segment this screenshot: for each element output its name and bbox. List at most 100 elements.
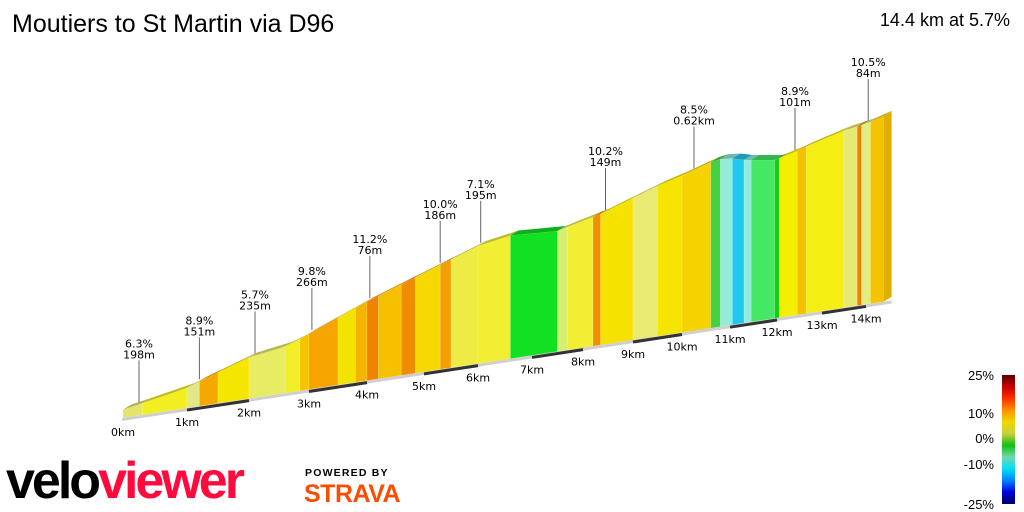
annotation-length: 266m bbox=[296, 276, 328, 289]
gradient-segment bbox=[337, 307, 356, 386]
annotation-length: 149m bbox=[590, 156, 622, 169]
segment-top-face bbox=[300, 328, 317, 339]
segment-top-face bbox=[401, 272, 424, 285]
segment-top-face bbox=[744, 154, 760, 160]
gradient-segment bbox=[710, 158, 721, 329]
legend-label: -25% bbox=[964, 497, 995, 512]
gradient-segment bbox=[743, 159, 752, 324]
distance-axis: 0km 1km 2km 3km 4km 5km 6km 7km 8km 9km 10km 11km 12… bbox=[111, 300, 892, 439]
x-tick-label: 11km bbox=[714, 333, 745, 346]
segment-top-face bbox=[720, 153, 741, 160]
annotation-length: 76m bbox=[357, 244, 382, 257]
annotation-length: 195m bbox=[465, 189, 497, 202]
segment-top-face bbox=[797, 141, 815, 151]
segment-top-face bbox=[732, 153, 753, 160]
gradient-segment bbox=[308, 316, 339, 390]
gradient-segment bbox=[796, 146, 807, 316]
gradient-segment bbox=[400, 276, 416, 376]
annotation-gradient: 5.7% bbox=[241, 289, 269, 302]
gradient-segment bbox=[510, 230, 558, 360]
x-tick-label: 2km bbox=[237, 407, 261, 420]
segment-top-face bbox=[844, 121, 866, 131]
gradient-segment bbox=[557, 226, 569, 352]
gradient-segment bbox=[439, 259, 452, 370]
gradient-segment bbox=[681, 161, 712, 333]
segment-top-face bbox=[309, 312, 346, 334]
km-band bbox=[729, 318, 778, 329]
segment-top-face bbox=[338, 302, 364, 318]
segment-top-face bbox=[774, 153, 788, 160]
segment-top-face bbox=[378, 279, 410, 296]
gradient-segment bbox=[805, 130, 845, 314]
annotation-gradient: 10.2% bbox=[588, 145, 623, 158]
gradient-legend: 25% 10% 0% -10% -25% bbox=[964, 368, 1015, 512]
x-tick-label: 5km bbox=[412, 380, 436, 393]
segment-top-face bbox=[857, 120, 870, 127]
segment-top-face bbox=[657, 170, 690, 186]
segment-top-face bbox=[249, 341, 293, 358]
legend-label: 10% bbox=[968, 406, 994, 421]
annotation-length: 84m bbox=[856, 67, 881, 80]
gradient-segment bbox=[199, 371, 219, 407]
gradient-segment bbox=[732, 158, 745, 326]
annotation-gradient: 8.5% bbox=[680, 103, 708, 116]
gradient-segment bbox=[477, 235, 511, 365]
segment-top-face bbox=[557, 221, 576, 231]
segment-top-face bbox=[142, 382, 195, 404]
gradient-segment bbox=[450, 245, 479, 369]
gradient-segment bbox=[843, 126, 858, 309]
gradient-segment bbox=[567, 216, 594, 351]
segment-top-face bbox=[682, 157, 719, 176]
annotation-length: 186m bbox=[424, 209, 456, 222]
x-tick-label: 8km bbox=[571, 356, 595, 369]
segment-top-face bbox=[451, 241, 486, 260]
segment-top-face bbox=[355, 296, 375, 308]
km-band bbox=[186, 399, 250, 412]
powered-by-label: POWERED BY bbox=[305, 467, 389, 479]
km-band bbox=[423, 364, 479, 376]
annotation-length: 151m bbox=[184, 325, 216, 338]
annotation-gradient: 7.1% bbox=[467, 178, 495, 191]
segment-top-face bbox=[415, 259, 449, 278]
gradient-segment bbox=[750, 159, 775, 323]
x-tick-label: 14km bbox=[850, 312, 881, 325]
gradient-segment bbox=[870, 115, 884, 305]
legend-label: -10% bbox=[964, 457, 995, 472]
segment-top-face bbox=[593, 208, 609, 217]
segment-top-face bbox=[633, 180, 666, 198]
gradient-segment bbox=[415, 264, 441, 374]
strava-logo[interactable]: STRAVA bbox=[304, 480, 401, 508]
gradient-segment bbox=[720, 158, 733, 328]
x-tick-label: 4km bbox=[355, 389, 379, 402]
segment-top-face bbox=[123, 398, 151, 410]
segment-top-face bbox=[510, 226, 566, 236]
gradient-segment bbox=[299, 333, 310, 392]
annotation-length: 101m bbox=[779, 96, 811, 109]
annotation-gradient: 9.8% bbox=[298, 265, 326, 278]
x-tick-label: 9km bbox=[621, 348, 645, 361]
x-tick-label: 7km bbox=[520, 363, 544, 376]
annotation-gradient: 11.2% bbox=[352, 233, 387, 246]
annotation-gradient: 8.9% bbox=[781, 85, 809, 98]
gradient-segment bbox=[592, 213, 601, 347]
segment-top-face bbox=[285, 334, 308, 347]
x-tick-label: 6km bbox=[466, 372, 490, 385]
gradient-segment bbox=[355, 301, 368, 383]
gradient-segment bbox=[632, 185, 658, 341]
km-band bbox=[632, 333, 683, 344]
segment-top-face bbox=[218, 352, 257, 373]
segment-top-face bbox=[779, 145, 806, 159]
segment-top-face bbox=[187, 376, 208, 388]
x-tick-label: 3km bbox=[297, 397, 321, 410]
segment-top-face bbox=[567, 211, 601, 227]
gradient-segment bbox=[657, 175, 683, 337]
veloviewer-logo[interactable]: veloviewer bbox=[6, 452, 245, 510]
gradient-segment bbox=[861, 121, 871, 306]
segment-top-face bbox=[870, 110, 892, 122]
segment-top-face bbox=[367, 290, 387, 302]
km-band bbox=[821, 304, 867, 315]
segment-top-face bbox=[199, 367, 226, 382]
x-tick-label: 1km bbox=[175, 416, 199, 429]
gradient-strips bbox=[122, 110, 892, 419]
